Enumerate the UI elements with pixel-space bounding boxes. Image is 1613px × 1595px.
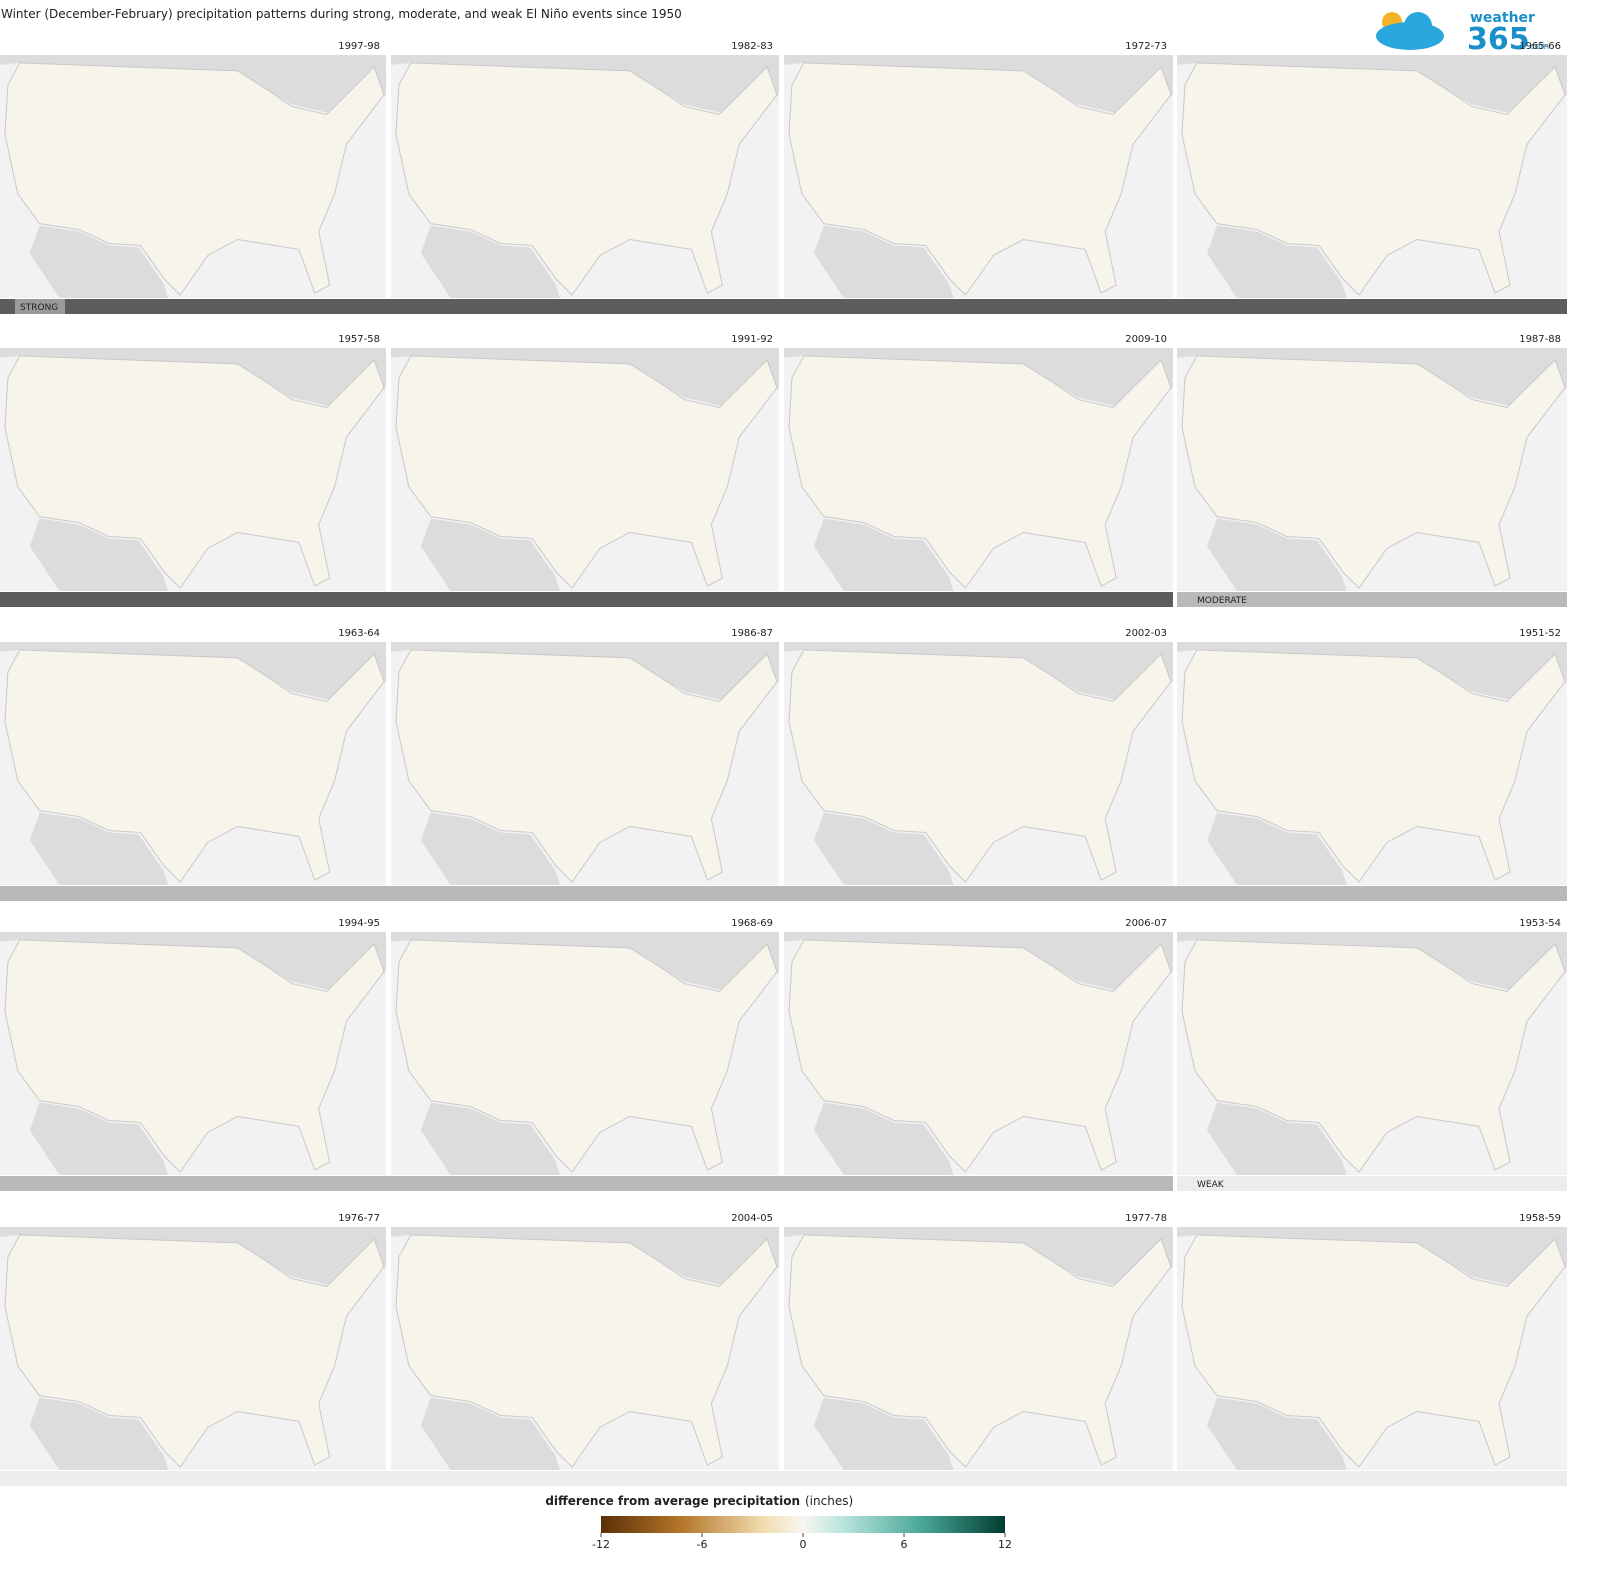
title: Winter (December-February) precipitation…: [1, 7, 682, 21]
map: [783, 931, 1174, 1176]
panel-year: 1977-78: [1125, 1213, 1167, 1224]
map: [1176, 54, 1568, 299]
panel-year: 1968-69: [731, 918, 773, 929]
map: [1176, 641, 1568, 886]
panel-year: 1957-58: [338, 334, 380, 345]
color-scale: [601, 1516, 1005, 1533]
map: [0, 1226, 387, 1471]
strength-band: [1177, 1176, 1567, 1191]
strength-label: STRONG: [20, 303, 58, 313]
legend-tick-label: -6: [697, 1538, 708, 1551]
strength-band: [0, 299, 1567, 314]
legend-tick-label: 12: [998, 1538, 1012, 1551]
panel-year: 1994-95: [338, 918, 380, 929]
strength-label: WEAK: [1197, 1180, 1225, 1190]
panel-year: 1963-64: [338, 628, 380, 639]
map: [783, 641, 1174, 886]
panel-year: 1965-66: [1519, 41, 1561, 52]
panel-year: 1976-77: [338, 1213, 380, 1224]
map: [390, 54, 780, 299]
panel-year: 1986-87: [731, 628, 773, 639]
panel-year: 1972-73: [1125, 41, 1167, 52]
map: [390, 931, 780, 1176]
map: [390, 347, 780, 592]
panel-year: 1991-92: [731, 334, 773, 345]
map: [390, 641, 780, 886]
logo-word: weather: [1470, 10, 1535, 26]
logo-cloud: [1404, 12, 1432, 40]
strength-band: [0, 1176, 1173, 1191]
legend-title: difference from average precipitation: [545, 1494, 800, 1508]
logo: weather 365 .com: [1376, 10, 1549, 57]
logo-suffix: .com: [1527, 42, 1549, 52]
legend-tick-label: 6: [901, 1538, 908, 1551]
strength-band: [0, 886, 1567, 901]
panel-year: 2006-07: [1125, 918, 1167, 929]
map: [390, 1226, 780, 1471]
strength-band: [0, 1471, 1567, 1486]
strength-band: [0, 592, 1173, 607]
map: [1176, 931, 1568, 1176]
map: [783, 347, 1174, 592]
legend-units: (inches): [805, 1494, 853, 1508]
panel-year: 2004-05: [731, 1213, 773, 1224]
logo-number: 365: [1467, 22, 1530, 57]
map: [783, 54, 1174, 299]
map: [1176, 1226, 1568, 1471]
panel-year: 1958-59: [1519, 1213, 1561, 1224]
panel-year: 1982-83: [731, 41, 773, 52]
panel-year: 1997-98: [338, 41, 380, 52]
map: [0, 641, 387, 886]
panel-year: 2002-03: [1125, 628, 1167, 639]
strength-label: MODERATE: [1197, 596, 1247, 606]
strength-band: [1177, 592, 1567, 607]
panel-year: 1951-52: [1519, 628, 1561, 639]
panel-year: 1953-54: [1519, 918, 1561, 929]
strength-tag: [15, 299, 65, 314]
panel-year: 2009-10: [1125, 334, 1167, 345]
strength-tag: [1192, 1176, 1242, 1191]
legend-tick-label: 0: [800, 1538, 807, 1551]
map: [783, 1226, 1174, 1471]
map: [0, 347, 387, 592]
map: [0, 54, 387, 299]
map: [0, 931, 387, 1176]
panel-year: 1987-88: [1519, 334, 1561, 345]
strength-tag: [1192, 592, 1242, 607]
legend-tick-label: -12: [592, 1538, 610, 1551]
map: [1176, 347, 1568, 592]
